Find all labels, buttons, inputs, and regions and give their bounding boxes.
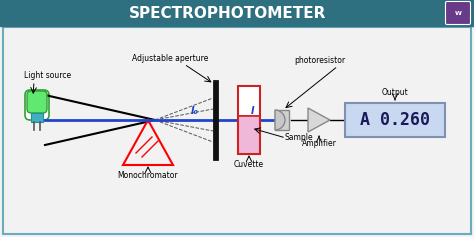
Text: Monochromator: Monochromator [118, 171, 178, 180]
Text: SPECTROPHOTOMETER: SPECTROPHOTOMETER [129, 5, 327, 20]
Bar [275, 110, 289, 130]
Text: W: W [455, 10, 461, 15]
Text: Cuvette: Cuvette [234, 160, 264, 169]
Text: Sample: Sample [285, 133, 314, 142]
Bar [31, 113, 43, 122]
FancyBboxPatch shape [27, 91, 47, 113]
Bar [238, 116, 260, 154]
Bar [238, 86, 260, 154]
Text: I: I [251, 106, 255, 116]
Text: Light source: Light source [24, 71, 71, 80]
Bar [3, 27, 471, 234]
Text: A 0.260: A 0.260 [360, 111, 430, 129]
Text: I₀: I₀ [191, 106, 199, 116]
Text: Amplifier: Amplifier [301, 139, 337, 148]
Text: Adjustable aperture: Adjustable aperture [132, 54, 209, 63]
Text: photoresistor: photoresistor [294, 56, 346, 65]
Bar [238, 86, 260, 116]
Bar [213, 80, 218, 160]
FancyBboxPatch shape [446, 1, 471, 24]
Wedge shape [275, 110, 285, 130]
Polygon shape [308, 108, 330, 132]
Bar [345, 103, 445, 137]
FancyBboxPatch shape [25, 90, 49, 120]
Text: Output: Output [382, 88, 409, 97]
Bar [0, 0, 474, 26]
